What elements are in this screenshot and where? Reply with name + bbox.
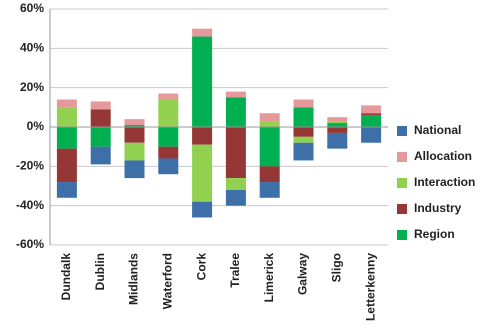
- bar-segment: [327, 123, 348, 127]
- bar-segment: [259, 182, 280, 198]
- bar-segment: [158, 146, 179, 159]
- bar-segment: [56, 182, 77, 198]
- bar-segment: [56, 127, 77, 149]
- bar-segment: [124, 119, 145, 126]
- bar-segment: [158, 127, 179, 147]
- bar-segment: [327, 127, 348, 133]
- bar-segment: [327, 121, 348, 124]
- y-tick-label: 40%: [20, 41, 44, 55]
- bar-segment: [293, 127, 314, 137]
- x-tick-label: Cork: [194, 253, 208, 281]
- legend-swatch: [397, 178, 407, 188]
- x-tick-label: Midlands: [127, 253, 141, 305]
- x-tick-label: Dublin: [93, 253, 107, 290]
- x-tick-label: Waterford: [160, 253, 174, 309]
- legend-swatch: [397, 230, 407, 240]
- y-tick-label: -40%: [16, 198, 44, 212]
- bar-segment: [361, 127, 382, 143]
- bar-segment: [293, 107, 314, 127]
- y-tick-label: -60%: [16, 237, 44, 251]
- bar-segment: [124, 127, 145, 143]
- bar-segment: [225, 127, 246, 179]
- x-tick-label: Sligo: [329, 253, 343, 282]
- bar-segment: [192, 127, 213, 145]
- bar-segment: [225, 97, 246, 127]
- bar-segment: [225, 178, 246, 190]
- legend-label: Region: [414, 227, 455, 241]
- bar-segment: [225, 189, 246, 206]
- bar-segment: [56, 107, 77, 127]
- bar-segment: [327, 117, 348, 122]
- bar-segment: [259, 121, 280, 127]
- legend-swatch: [397, 152, 407, 162]
- bar-segment: [192, 144, 213, 202]
- y-tick-label: -20%: [16, 159, 44, 173]
- legend-label: National: [414, 123, 461, 137]
- bar-segment: [56, 148, 77, 183]
- legend-label: Industry: [414, 201, 462, 215]
- bar-segment: [361, 113, 382, 116]
- y-tick-label: 0%: [27, 119, 45, 133]
- bar-segment: [192, 28, 213, 37]
- legend-label: Allocation: [414, 149, 472, 163]
- bar-segment: [56, 99, 77, 108]
- bar-segment: [90, 101, 111, 110]
- legend-swatch: [397, 126, 407, 136]
- bar-segment: [158, 99, 179, 127]
- bar-segment: [158, 158, 179, 175]
- bar-segment: [259, 113, 280, 122]
- bar-segment: [225, 91, 246, 98]
- y-tick-label: 20%: [20, 80, 44, 94]
- legend-label: Interaction: [414, 175, 475, 189]
- bar-segment: [192, 201, 213, 218]
- x-tick-label: Dundalk: [59, 253, 73, 301]
- bar-segment: [192, 36, 213, 127]
- bar-segment: [327, 132, 348, 149]
- bar-segment: [361, 115, 382, 127]
- bar-segment: [124, 142, 145, 161]
- x-tick-label: Letterkenny: [363, 253, 377, 321]
- bar-segment: [361, 105, 382, 114]
- y-tick-label: 60%: [20, 1, 44, 15]
- bar-segment: [90, 109, 111, 127]
- bar-segment: [293, 142, 314, 161]
- bar-segment: [259, 166, 280, 183]
- bar-segment: [158, 93, 179, 100]
- bar-segment: [259, 127, 280, 167]
- x-tick-label: Galway: [296, 253, 310, 295]
- x-tick-label: Limerick: [262, 253, 276, 303]
- legend-swatch: [397, 204, 407, 214]
- bar-segment: [293, 99, 314, 108]
- bar-segment: [90, 127, 111, 147]
- bar-segment: [293, 136, 314, 143]
- bar-segment: [124, 160, 145, 179]
- bar-segment: [124, 125, 145, 127]
- bar-segment: [90, 146, 111, 165]
- x-tick-label: Tralee: [228, 253, 242, 288]
